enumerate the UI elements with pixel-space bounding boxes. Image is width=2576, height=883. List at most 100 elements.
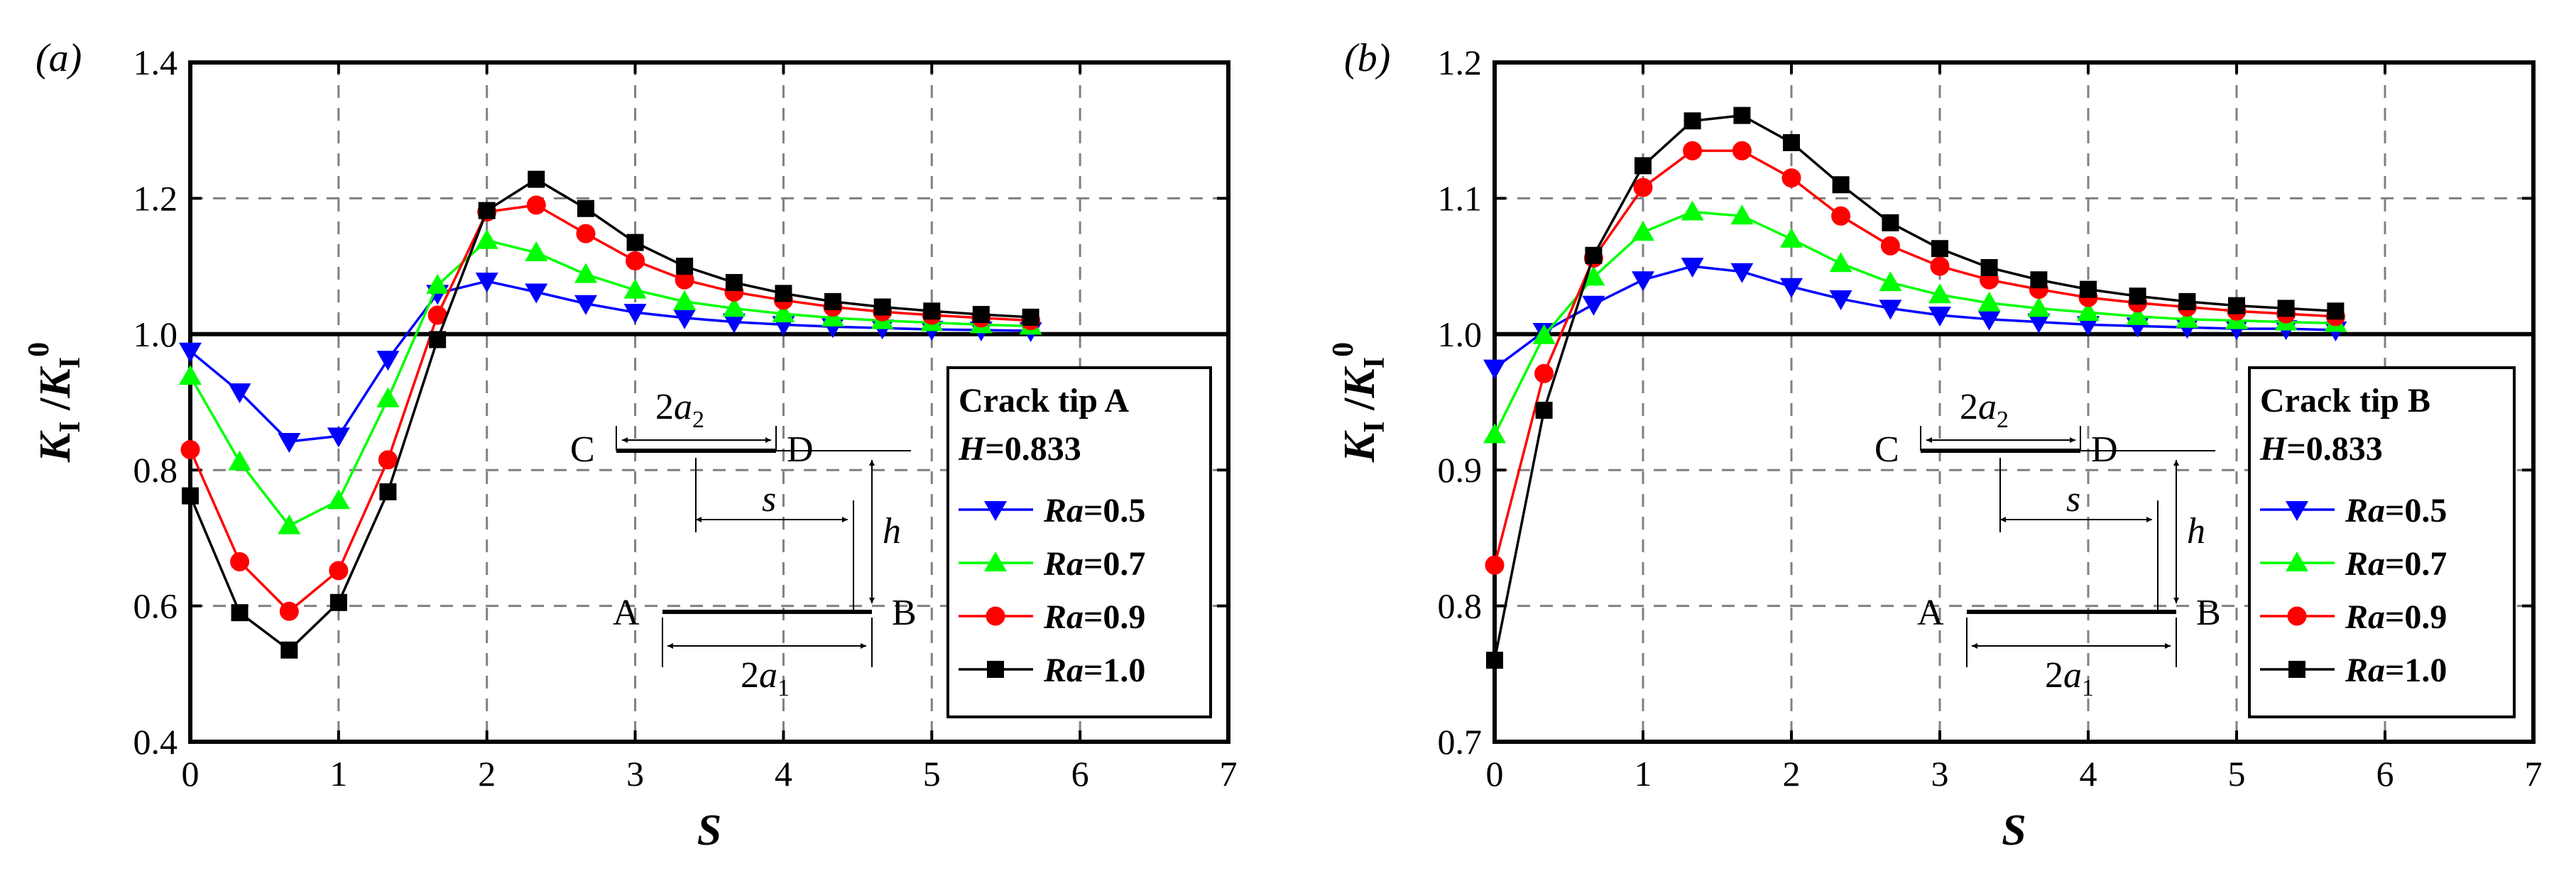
data-point bbox=[972, 306, 990, 324]
data-point bbox=[626, 234, 644, 251]
x-tick-label: 4 bbox=[2080, 754, 2097, 794]
dim-h-label: h bbox=[2187, 511, 2205, 552]
data-point bbox=[279, 601, 299, 621]
x-tick-label: 6 bbox=[2376, 754, 2394, 794]
data-point bbox=[1829, 252, 1852, 273]
data-point bbox=[873, 298, 891, 316]
x-tick-label: 1 bbox=[1634, 754, 1652, 794]
data-point bbox=[1831, 206, 1851, 226]
dim-s-label: s bbox=[2066, 479, 2080, 520]
data-point bbox=[230, 552, 250, 571]
data-point bbox=[2126, 305, 2149, 325]
data-point bbox=[329, 561, 349, 581]
dim-2a2-coef: 2 bbox=[655, 387, 674, 427]
series-ra-0.9 bbox=[180, 195, 1041, 621]
data-point bbox=[1632, 221, 1654, 241]
y-tick-label: 1.2 bbox=[1438, 43, 1483, 82]
label-d: D bbox=[2091, 429, 2118, 470]
legend-label-name: Ra bbox=[2345, 545, 2385, 583]
dim-h-label: h bbox=[883, 511, 901, 552]
x-tick-label: 4 bbox=[775, 754, 792, 794]
plot-frame bbox=[188, 60, 1230, 744]
data-point bbox=[426, 273, 449, 294]
legend-param-name: H bbox=[2259, 430, 2288, 468]
data-point bbox=[378, 450, 398, 470]
x-tick-label: 7 bbox=[2525, 754, 2543, 794]
dim-2a1-var: a bbox=[759, 655, 777, 696]
data-point bbox=[1732, 141, 1752, 160]
legend-item: Ra=1.0 bbox=[2260, 652, 2447, 689]
dim-2a1-coef: 2 bbox=[2045, 655, 2063, 696]
panel-label: (a) bbox=[36, 36, 82, 80]
x-axis-label: S bbox=[697, 806, 721, 855]
y-axis-label: KI /KI0 bbox=[1327, 342, 1391, 463]
legend-label: Ra=0.9 bbox=[2345, 598, 2447, 636]
legend-marker bbox=[2287, 606, 2307, 626]
data-point bbox=[1486, 652, 1503, 669]
data-point bbox=[1733, 106, 1751, 124]
data-point bbox=[376, 387, 400, 407]
series-line bbox=[1493, 149, 2336, 566]
legend-marker bbox=[984, 552, 1007, 571]
data-point bbox=[923, 302, 941, 320]
dim-s-var: s bbox=[762, 479, 776, 520]
data-point bbox=[775, 285, 792, 302]
series-line bbox=[189, 238, 1031, 527]
data-point bbox=[1783, 133, 1800, 151]
data-point bbox=[528, 170, 545, 188]
data-point bbox=[722, 313, 746, 334]
data-point bbox=[1483, 423, 1506, 444]
dim-2a2-sub: 2 bbox=[1997, 407, 2009, 433]
data-point bbox=[1535, 401, 1553, 419]
legend-label: Ra=0.7 bbox=[2345, 545, 2447, 583]
data-point bbox=[2277, 300, 2295, 317]
legend-param: H=0.833 bbox=[958, 430, 1081, 468]
series-ra-0.9 bbox=[1485, 141, 2345, 575]
x-tick-label: 1 bbox=[329, 754, 347, 794]
data-point bbox=[327, 427, 350, 448]
data-point bbox=[1781, 168, 1801, 188]
legend-label-value: =0.5 bbox=[1084, 492, 1145, 530]
data-point bbox=[526, 195, 546, 215]
dim-2a2-sub: 2 bbox=[692, 407, 704, 433]
x-tick-label: 7 bbox=[1220, 754, 1238, 794]
legend-marker bbox=[987, 661, 1004, 678]
data-point bbox=[231, 604, 249, 622]
data-point bbox=[577, 199, 595, 217]
data-point bbox=[623, 278, 647, 299]
data-point bbox=[772, 302, 795, 323]
ylabel-sub2: I bbox=[1358, 357, 1391, 368]
dim-2a2-label: 2a2 bbox=[655, 387, 704, 433]
data-point bbox=[1980, 259, 1998, 277]
data-point bbox=[623, 304, 647, 324]
data-point bbox=[725, 274, 743, 292]
ylabel-sub: I bbox=[1358, 421, 1391, 432]
dim-2a1-var: a bbox=[2063, 655, 2082, 696]
y-tick-label: 0.9 bbox=[1438, 450, 1483, 490]
label-a: A bbox=[1917, 593, 1944, 633]
data-point bbox=[1780, 278, 1803, 298]
data-point bbox=[673, 309, 697, 329]
series-ra-0.5 bbox=[1483, 258, 2347, 380]
data-point bbox=[478, 202, 496, 219]
dim-2a1-sub: 1 bbox=[777, 675, 790, 701]
series-line bbox=[189, 204, 1031, 613]
legend-param: H=0.833 bbox=[2259, 430, 2383, 468]
legend-item: Ra=1.0 bbox=[959, 652, 1145, 689]
x-tick-label: 3 bbox=[626, 754, 644, 794]
data-point bbox=[1633, 177, 1653, 197]
dim-2a2-label: 2a2 bbox=[1960, 387, 2009, 433]
series-line bbox=[189, 177, 1031, 652]
legend-item: Ra=0.9 bbox=[2260, 598, 2447, 636]
series-line bbox=[189, 280, 1031, 443]
data-point bbox=[525, 283, 548, 304]
x-tick-label: 0 bbox=[1486, 754, 1504, 794]
legend-label-name: Ra bbox=[2345, 492, 2385, 530]
data-point bbox=[228, 450, 251, 471]
legend-label-value: =0.9 bbox=[1084, 598, 1145, 636]
y-tick-label: 1.2 bbox=[133, 178, 178, 218]
legend-label-value: =0.7 bbox=[1084, 545, 1145, 583]
data-point bbox=[2178, 292, 2196, 310]
